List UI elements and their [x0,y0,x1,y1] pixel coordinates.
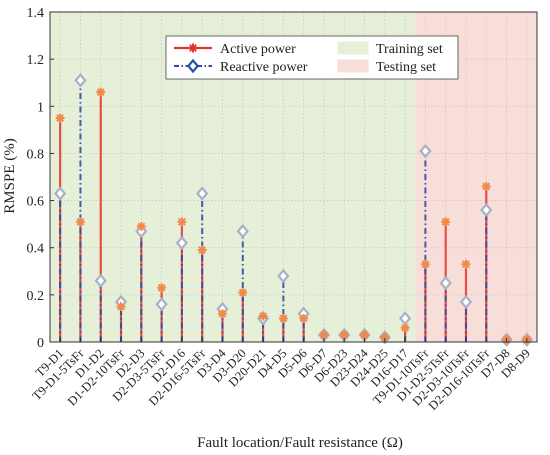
stem-D4-D5 [277,268,290,342]
stem-D2-D3 [135,222,148,342]
asterisk-stroke [157,283,166,292]
x-axis-label: Fault location/Fault resistance (Ω) [197,435,403,451]
stem-D3-D20 [236,224,249,342]
diamond-marker [175,235,189,251]
diamond-marker [439,275,452,291]
diamond-marker [155,297,168,312]
stem-D3-D4 [216,301,229,342]
stem-D2-D3-5TsFr [155,283,168,342]
stem-T9-D1-5TsFr [74,73,87,342]
y-tick-label: 0.6 [27,195,45,210]
asterisk-stroke [380,333,389,342]
stem-D2-D3-10TsFr [459,259,473,342]
stem-T9-D1-10TsFr [419,143,432,342]
diamond-marker [74,73,87,88]
x-axis-ticks: T9-D1T9-D1-5TsFrD1-D2D1-D2-10TsFrD2-D3D2… [30,338,533,413]
diamond-marker [480,202,493,218]
stem-D2-D16-5TsFr [196,186,209,342]
diamond-marker [236,224,249,239]
asterisk-stroke [56,114,65,122]
asterisk-stroke [340,331,349,339]
asterisk-stroke [279,314,288,323]
asterisk-stroke [401,323,410,332]
asterisk-stroke [218,309,227,318]
asterisk-stroke [137,222,146,231]
stem-D2-D16 [175,217,189,342]
asterisk-stroke [198,246,207,254]
y-tick-label: 1.2 [27,53,45,68]
axes-box [49,11,538,343]
legend-reactive-label: Reactive power [220,60,308,75]
diamond-marker [186,58,200,74]
legend-region-label: Training set [376,42,443,57]
stem-D1-D2-5TsFr [439,217,452,342]
stem-D2-D16-10TsFr [480,181,493,342]
y-tick-label: 0.8 [27,147,45,162]
diamond-marker [277,268,290,284]
y-tick-label: 1 [37,100,44,115]
y-axis-label: RMSPE (%) [2,138,18,213]
asterisk-stroke [177,217,186,226]
asterisk-stroke [76,217,85,226]
diamond-marker [54,186,67,201]
legend-region-swatch [337,59,369,73]
asterisk-stroke [360,331,369,339]
asterisk-stroke [189,44,197,52]
legend-active-label: Active power [220,42,296,57]
asterisk-stroke [320,331,328,339]
stem-D1-D2-10TsFr [114,294,128,342]
legend-region-label: Testing set [376,60,436,75]
asterisk-stroke [117,302,125,311]
asterisk-stroke [462,260,470,269]
asterisk-stroke [96,88,105,97]
diamond-marker [94,273,107,288]
asterisk-stroke [299,314,308,323]
diamond-marker [419,143,432,159]
asterisk-stroke [259,312,267,320]
y-tick-label: 0.4 [27,242,45,257]
y-tick-label: 0.2 [27,289,45,304]
y-tick-label: 0 [37,336,44,351]
asterisk-stroke [238,288,247,297]
plot-frame [49,11,538,343]
asterisk-stroke [421,260,430,269]
y-axis-ticks: 0 0.2 0.4 0.6 0.8 1 1.2 1.4 [27,6,54,351]
stem-T9-D1 [54,113,67,342]
diamond-marker [459,294,473,310]
legend: Active power Reactive power Training set Te… [165,35,459,80]
asterisk-stroke [482,182,491,191]
stem-D1-D2 [94,87,107,342]
legend-box [165,35,459,80]
y-tick-label: 1.4 [27,6,45,21]
legend-region-swatch [337,41,369,55]
diamond-marker [196,186,209,201]
asterisk-stroke [441,217,450,226]
